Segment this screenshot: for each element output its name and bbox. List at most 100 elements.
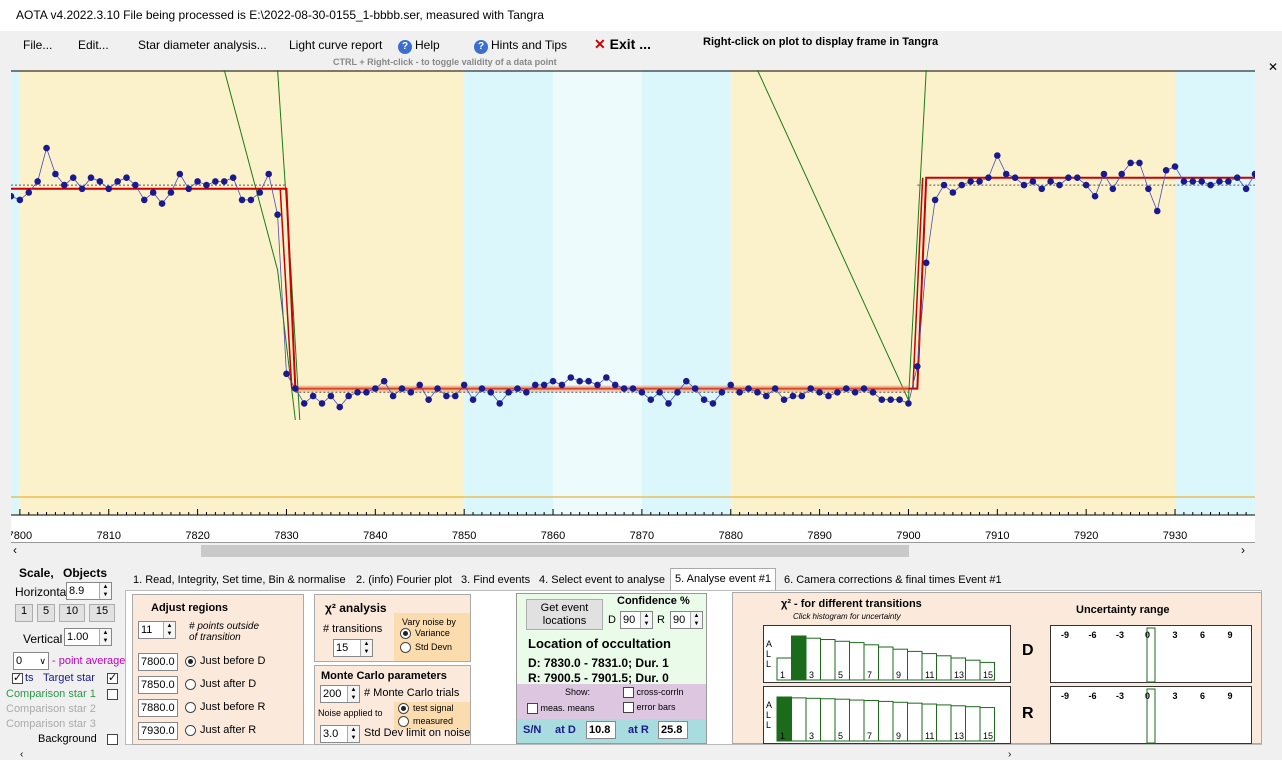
data-point[interactable] (443, 392, 450, 400)
light-curve-svg[interactable]: 7800 7810 7820 7830 7840 7850 7860 7870 7880 7890… (8, 69, 1259, 543)
data-point[interactable] (425, 396, 432, 404)
data-point[interactable] (531, 381, 539, 389)
data-point[interactable] (1216, 178, 1223, 185)
histogram-bar[interactable] (907, 650, 923, 681)
scale-10-button[interactable]: 10 (59, 604, 85, 622)
variance-radio[interactable]: Variance (400, 628, 450, 640)
data-point[interactable] (52, 170, 59, 178)
data-point[interactable] (1100, 170, 1108, 178)
data-point[interactable] (43, 144, 50, 152)
tab-analyse-event[interactable]: 5. Analyse event #1 (670, 568, 777, 590)
tab-fourier[interactable]: 2. (info) Fourier plot (356, 574, 452, 586)
data-point[interactable] (407, 389, 415, 396)
data-point[interactable] (851, 389, 859, 396)
tab-select-event[interactable]: 4. Select event to analyse (539, 574, 665, 586)
histogram-bar[interactable] (791, 635, 807, 681)
std-devn-radio[interactable]: Std Devn (400, 642, 452, 654)
data-point[interactable] (656, 389, 663, 396)
background-checkbox[interactable] (107, 733, 118, 745)
menu-hints[interactable]: ? Hints and Tips (474, 38, 567, 54)
data-point[interactable] (949, 189, 957, 196)
data-point[interactable] (1136, 159, 1143, 167)
data-point[interactable] (1029, 178, 1037, 185)
data-point[interactable] (931, 196, 939, 204)
confidence-d-input[interactable]: 90 ▲ ▼ (620, 611, 653, 629)
data-point[interactable] (869, 389, 877, 396)
data-point[interactable] (354, 389, 361, 396)
data-point[interactable] (1038, 185, 1046, 193)
data-point[interactable] (700, 396, 708, 404)
menu-exit[interactable]: ✕ Exit ... (594, 36, 651, 53)
plot-scrollbar[interactable]: ‹ › (11, 543, 1255, 559)
data-point[interactable] (896, 396, 903, 404)
data-point[interactable] (665, 400, 672, 407)
points-outside-input[interactable]: 11 ▲ ▼ (138, 621, 176, 639)
data-point[interactable] (194, 178, 201, 185)
data-point[interactable] (336, 403, 344, 411)
region-1-input[interactable]: 7800.0 (138, 653, 178, 671)
data-point[interactable] (798, 392, 806, 400)
spin-arrows-icon[interactable]: ▲ ▼ (99, 583, 111, 599)
histogram-bar[interactable] (979, 707, 995, 742)
histogram-bar[interactable] (849, 699, 865, 742)
meas-means-check[interactable]: meas. means (527, 703, 595, 715)
data-point[interactable] (203, 181, 210, 189)
data-point[interactable] (905, 400, 912, 407)
uncertainty-r-plot[interactable]: -9 -6 -3 0 3 6 9 (1050, 686, 1252, 744)
data-point[interactable] (185, 185, 193, 193)
data-point[interactable] (620, 385, 628, 392)
data-point[interactable] (985, 174, 992, 181)
data-point[interactable] (505, 389, 512, 396)
data-point[interactable] (1011, 174, 1019, 181)
data-point[interactable] (372, 385, 379, 392)
uncertainty-d-plot[interactable]: -9 -6 -3 0 3 6 9 (1050, 625, 1252, 683)
data-point[interactable] (61, 181, 68, 189)
data-point[interactable] (816, 389, 823, 396)
transitions-input[interactable]: 15 ▲ ▼ (333, 639, 373, 657)
data-point[interactable] (478, 385, 486, 392)
comparison-star-1-checkbox[interactable] (107, 688, 118, 700)
data-point[interactable] (762, 392, 770, 400)
data-point[interactable] (860, 385, 868, 392)
data-point[interactable] (549, 377, 557, 385)
histogram-bar[interactable] (907, 702, 923, 742)
data-point[interactable] (158, 200, 166, 207)
data-point[interactable] (994, 152, 1001, 159)
data-point[interactable] (727, 381, 735, 389)
bottom-scroll-right-icon[interactable]: › (1008, 749, 1012, 760)
data-point[interactable] (274, 211, 281, 218)
histogram-bar[interactable] (979, 661, 995, 681)
data-point[interactable] (1065, 174, 1072, 181)
target-star-checkbox[interactable] (107, 671, 118, 684)
scroll-left-icon[interactable]: ‹ (13, 543, 17, 557)
data-point[interactable] (967, 178, 974, 185)
scale-1-button[interactable]: 1 (15, 604, 33, 622)
data-point[interactable] (265, 170, 272, 178)
cross-corrln-check[interactable]: cross-corrln (623, 687, 684, 699)
data-point[interactable] (1020, 181, 1028, 189)
data-point[interactable] (1189, 178, 1197, 185)
data-point[interactable] (238, 196, 246, 204)
data-point[interactable] (132, 181, 139, 189)
region-4-input[interactable]: 7930.0 (138, 722, 178, 740)
close-window-icon[interactable]: ✕ (1268, 60, 1279, 74)
tab-find-events[interactable]: 3. Find events (461, 574, 531, 586)
data-point[interactable] (1127, 159, 1134, 167)
region-3-input[interactable]: 7880.0 (138, 699, 178, 717)
confidence-r-input[interactable]: 90 ▲ ▼ (670, 611, 703, 629)
data-point[interactable] (34, 178, 41, 185)
data-point[interactable] (69, 174, 77, 181)
data-point[interactable] (887, 396, 894, 404)
data-point[interactable] (523, 389, 530, 396)
data-point[interactable] (460, 381, 468, 389)
scale-15-button[interactable]: 15 (89, 604, 115, 622)
data-point[interactable] (1162, 167, 1170, 174)
spin-arrows-icon[interactable]: ▲ ▼ (360, 640, 372, 656)
data-point[interactable] (96, 178, 104, 185)
histogram-bar[interactable] (965, 706, 981, 742)
data-point[interactable] (229, 174, 237, 181)
data-point[interactable] (256, 189, 264, 196)
data-point[interactable] (771, 385, 779, 392)
horizontal-scale-input[interactable]: 8.9 ▲ ▼ (66, 582, 112, 600)
